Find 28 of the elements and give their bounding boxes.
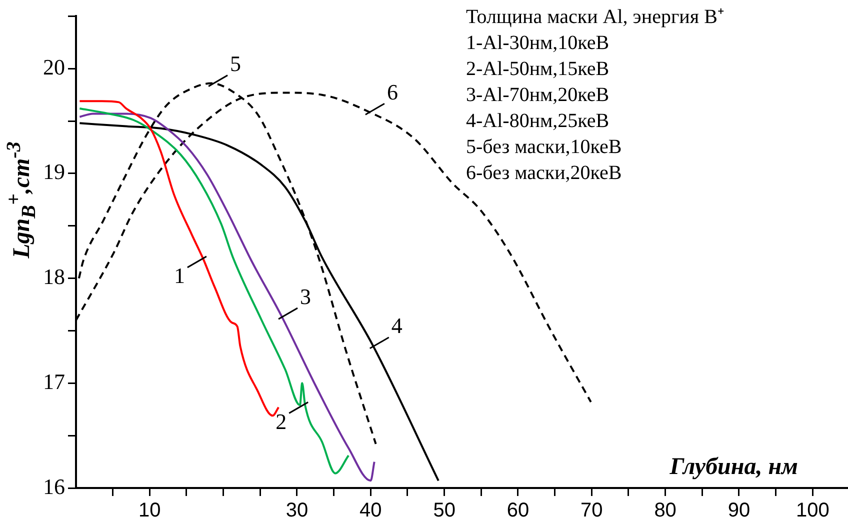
annotation: Толщина маски Al, энергия B⁺ — [466, 5, 724, 30]
annotation: 4-Al-80нм,25кеВ — [466, 109, 610, 134]
y-tick-label: 18 — [43, 264, 65, 290]
y-tick-label: 16 — [43, 474, 65, 499]
x-tick-label: 30 — [286, 500, 308, 522]
y-tick-label: 19 — [43, 159, 65, 184]
x-tick-label: 10 — [138, 500, 161, 522]
annotation: 2 — [276, 408, 287, 434]
x-tick-label: 50 — [433, 500, 456, 522]
x-axis-title: Глубина, нм — [668, 454, 798, 480]
annotation: 5 — [230, 51, 242, 76]
annotation: 6 — [386, 79, 398, 104]
annotation: 2-Al-50нм,15кеВ — [466, 57, 610, 82]
x-tick-label: 90 — [728, 500, 750, 522]
annotation: 6-без маски,20кеВ — [466, 161, 623, 186]
annotation: 3 — [300, 284, 312, 309]
annotation: 5-без маски,10кеВ — [466, 135, 623, 160]
y-tick-label: 20 — [43, 54, 65, 80]
x-tick-label: 60 — [506, 500, 530, 522]
annotation: 1-Al-30нм,10кеВ — [466, 31, 610, 56]
annotation: 1 — [174, 263, 185, 288]
x-tick-label: 70 — [580, 500, 603, 522]
annotation: 4 — [391, 313, 402, 338]
y-tick-label: 17 — [43, 368, 65, 394]
x-tick-label: 100 — [796, 500, 830, 522]
x-tick-label: 40 — [360, 500, 382, 522]
x-tick-label: 80 — [654, 500, 676, 522]
annotation: 3-Al-70нм,20кеВ — [466, 83, 610, 108]
